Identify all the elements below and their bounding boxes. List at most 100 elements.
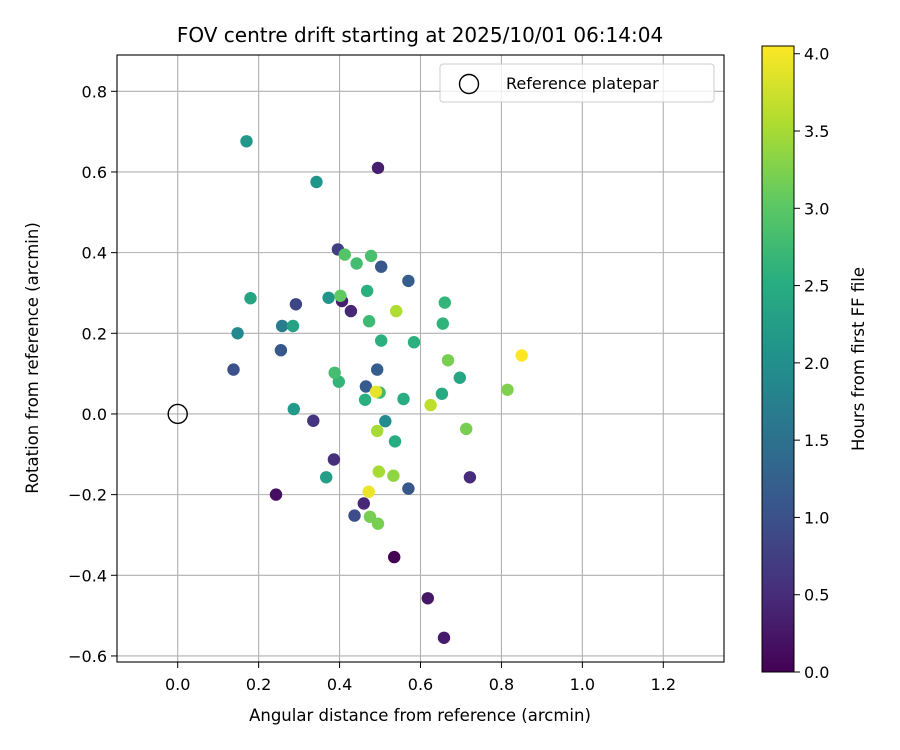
data-point xyxy=(357,497,370,510)
data-point xyxy=(320,471,333,484)
data-point xyxy=(227,363,240,376)
colorbar-tick-label: 4.0 xyxy=(804,45,829,64)
y-tick-label: 0.6 xyxy=(82,163,107,182)
data-point xyxy=(387,469,400,482)
y-tick-label: 0.0 xyxy=(82,405,107,424)
x-tick-label: 0.0 xyxy=(165,675,190,694)
data-point xyxy=(322,291,335,304)
data-point xyxy=(388,550,401,564)
data-point xyxy=(515,349,528,362)
data-point xyxy=(388,435,402,448)
data-point xyxy=(371,161,385,175)
data-point xyxy=(371,424,384,438)
reference-layer xyxy=(167,403,188,425)
legend-open-circle-icon xyxy=(458,73,480,95)
data-point xyxy=(338,248,351,261)
data-point xyxy=(275,319,289,333)
data-point xyxy=(327,453,341,466)
grid xyxy=(117,55,724,662)
colorbar-tick-label: 0.0 xyxy=(804,663,829,682)
x-tick-label: 0.6 xyxy=(408,675,433,694)
colorbar-tick-label: 2.5 xyxy=(804,277,829,296)
data-point xyxy=(362,485,375,498)
x-tick-label: 1.0 xyxy=(570,675,595,694)
data-point xyxy=(289,298,303,311)
data-point xyxy=(362,315,376,328)
data-point xyxy=(369,385,383,398)
y-tick-label: −0.2 xyxy=(68,486,107,505)
y-tick-label: −0.4 xyxy=(68,566,107,585)
legend-box xyxy=(439,63,715,103)
y-axis-label: Rotation from reference (arcmin) xyxy=(23,222,42,494)
data-point xyxy=(269,488,283,501)
data-point xyxy=(424,398,437,412)
data-point xyxy=(244,292,257,305)
data-point xyxy=(402,482,415,495)
colorbar-tick-label: 3.5 xyxy=(804,122,829,141)
data-point xyxy=(375,260,388,273)
data-point xyxy=(371,517,385,530)
data-point xyxy=(360,284,374,298)
data-point xyxy=(240,135,253,148)
data-point xyxy=(453,371,466,384)
data-point xyxy=(307,414,320,427)
y-tick-label: 0.4 xyxy=(82,244,107,263)
data-point xyxy=(344,304,358,318)
data-point xyxy=(287,402,300,416)
data-points xyxy=(227,135,528,644)
colorbar-gradient xyxy=(762,46,794,672)
reference-platepar-marker xyxy=(167,403,188,425)
data-point xyxy=(390,304,403,318)
data-point xyxy=(364,249,378,263)
data-point xyxy=(350,257,363,270)
x-tick-label: 0.8 xyxy=(489,675,514,694)
y-tick-label: 0.2 xyxy=(82,324,107,343)
data-point xyxy=(363,510,377,523)
colorbar-tick-label: 3.0 xyxy=(804,199,829,218)
colorbar: 0.0 0.5 1.0 1.5 2.0 2.5 3.0 3.5 4.0 Hours from f… xyxy=(761,45,868,682)
data-point xyxy=(463,471,477,484)
data-point xyxy=(372,465,385,478)
colorbar-label: Hours from first FF file xyxy=(849,267,868,451)
colorbar-tick-label: 0.5 xyxy=(804,586,829,605)
data-point xyxy=(379,415,392,428)
data-point xyxy=(436,317,449,330)
legend: Reference platepar xyxy=(439,63,715,103)
data-point xyxy=(437,631,451,644)
chart-title: FOV centre drift starting at 2025/10/01 … xyxy=(177,23,663,47)
data-point xyxy=(397,392,410,406)
x-axis-label: Angular distance from reference (arcmin) xyxy=(249,706,591,725)
x-tick-label: 1.2 xyxy=(651,675,676,694)
data-point xyxy=(274,344,288,357)
data-point xyxy=(441,354,455,367)
y-tick-label: −0.6 xyxy=(68,647,107,666)
data-point xyxy=(359,380,373,393)
data-point xyxy=(371,363,384,376)
data-point xyxy=(286,319,300,333)
data-point xyxy=(328,366,341,379)
data-point xyxy=(358,393,372,406)
colorbar-ticks: 0.0 0.5 1.0 1.5 2.0 2.5 3.0 3.5 4.0 xyxy=(794,45,829,682)
data-point xyxy=(310,175,323,189)
x-tick-label: 0.2 xyxy=(246,675,271,694)
data-point xyxy=(231,327,244,340)
x-axis-ticks: 0.0 0.2 0.4 0.6 0.8 1.0 1.2 xyxy=(165,662,676,694)
colorbar-tick-label: 2.0 xyxy=(804,354,829,373)
data-point xyxy=(334,289,347,302)
data-point xyxy=(501,383,514,396)
data-point xyxy=(460,422,473,436)
colorbar-frame xyxy=(761,45,795,673)
colorbar-tick-label: 1.0 xyxy=(804,508,829,527)
colorbar-tick-label: 1.5 xyxy=(804,431,829,450)
x-tick-label: 0.4 xyxy=(327,675,352,694)
y-axis-ticks: −0.6 −0.4 −0.2 0.0 0.2 0.4 0.6 0.8 xyxy=(68,82,117,666)
legend-label: Reference platepar xyxy=(506,74,659,93)
data-point xyxy=(421,592,434,605)
data-point xyxy=(375,334,388,347)
data-point xyxy=(438,296,451,309)
data-point xyxy=(407,336,421,349)
y-tick-label: 0.8 xyxy=(82,82,107,101)
data-point xyxy=(348,509,361,522)
data-point xyxy=(435,387,449,400)
